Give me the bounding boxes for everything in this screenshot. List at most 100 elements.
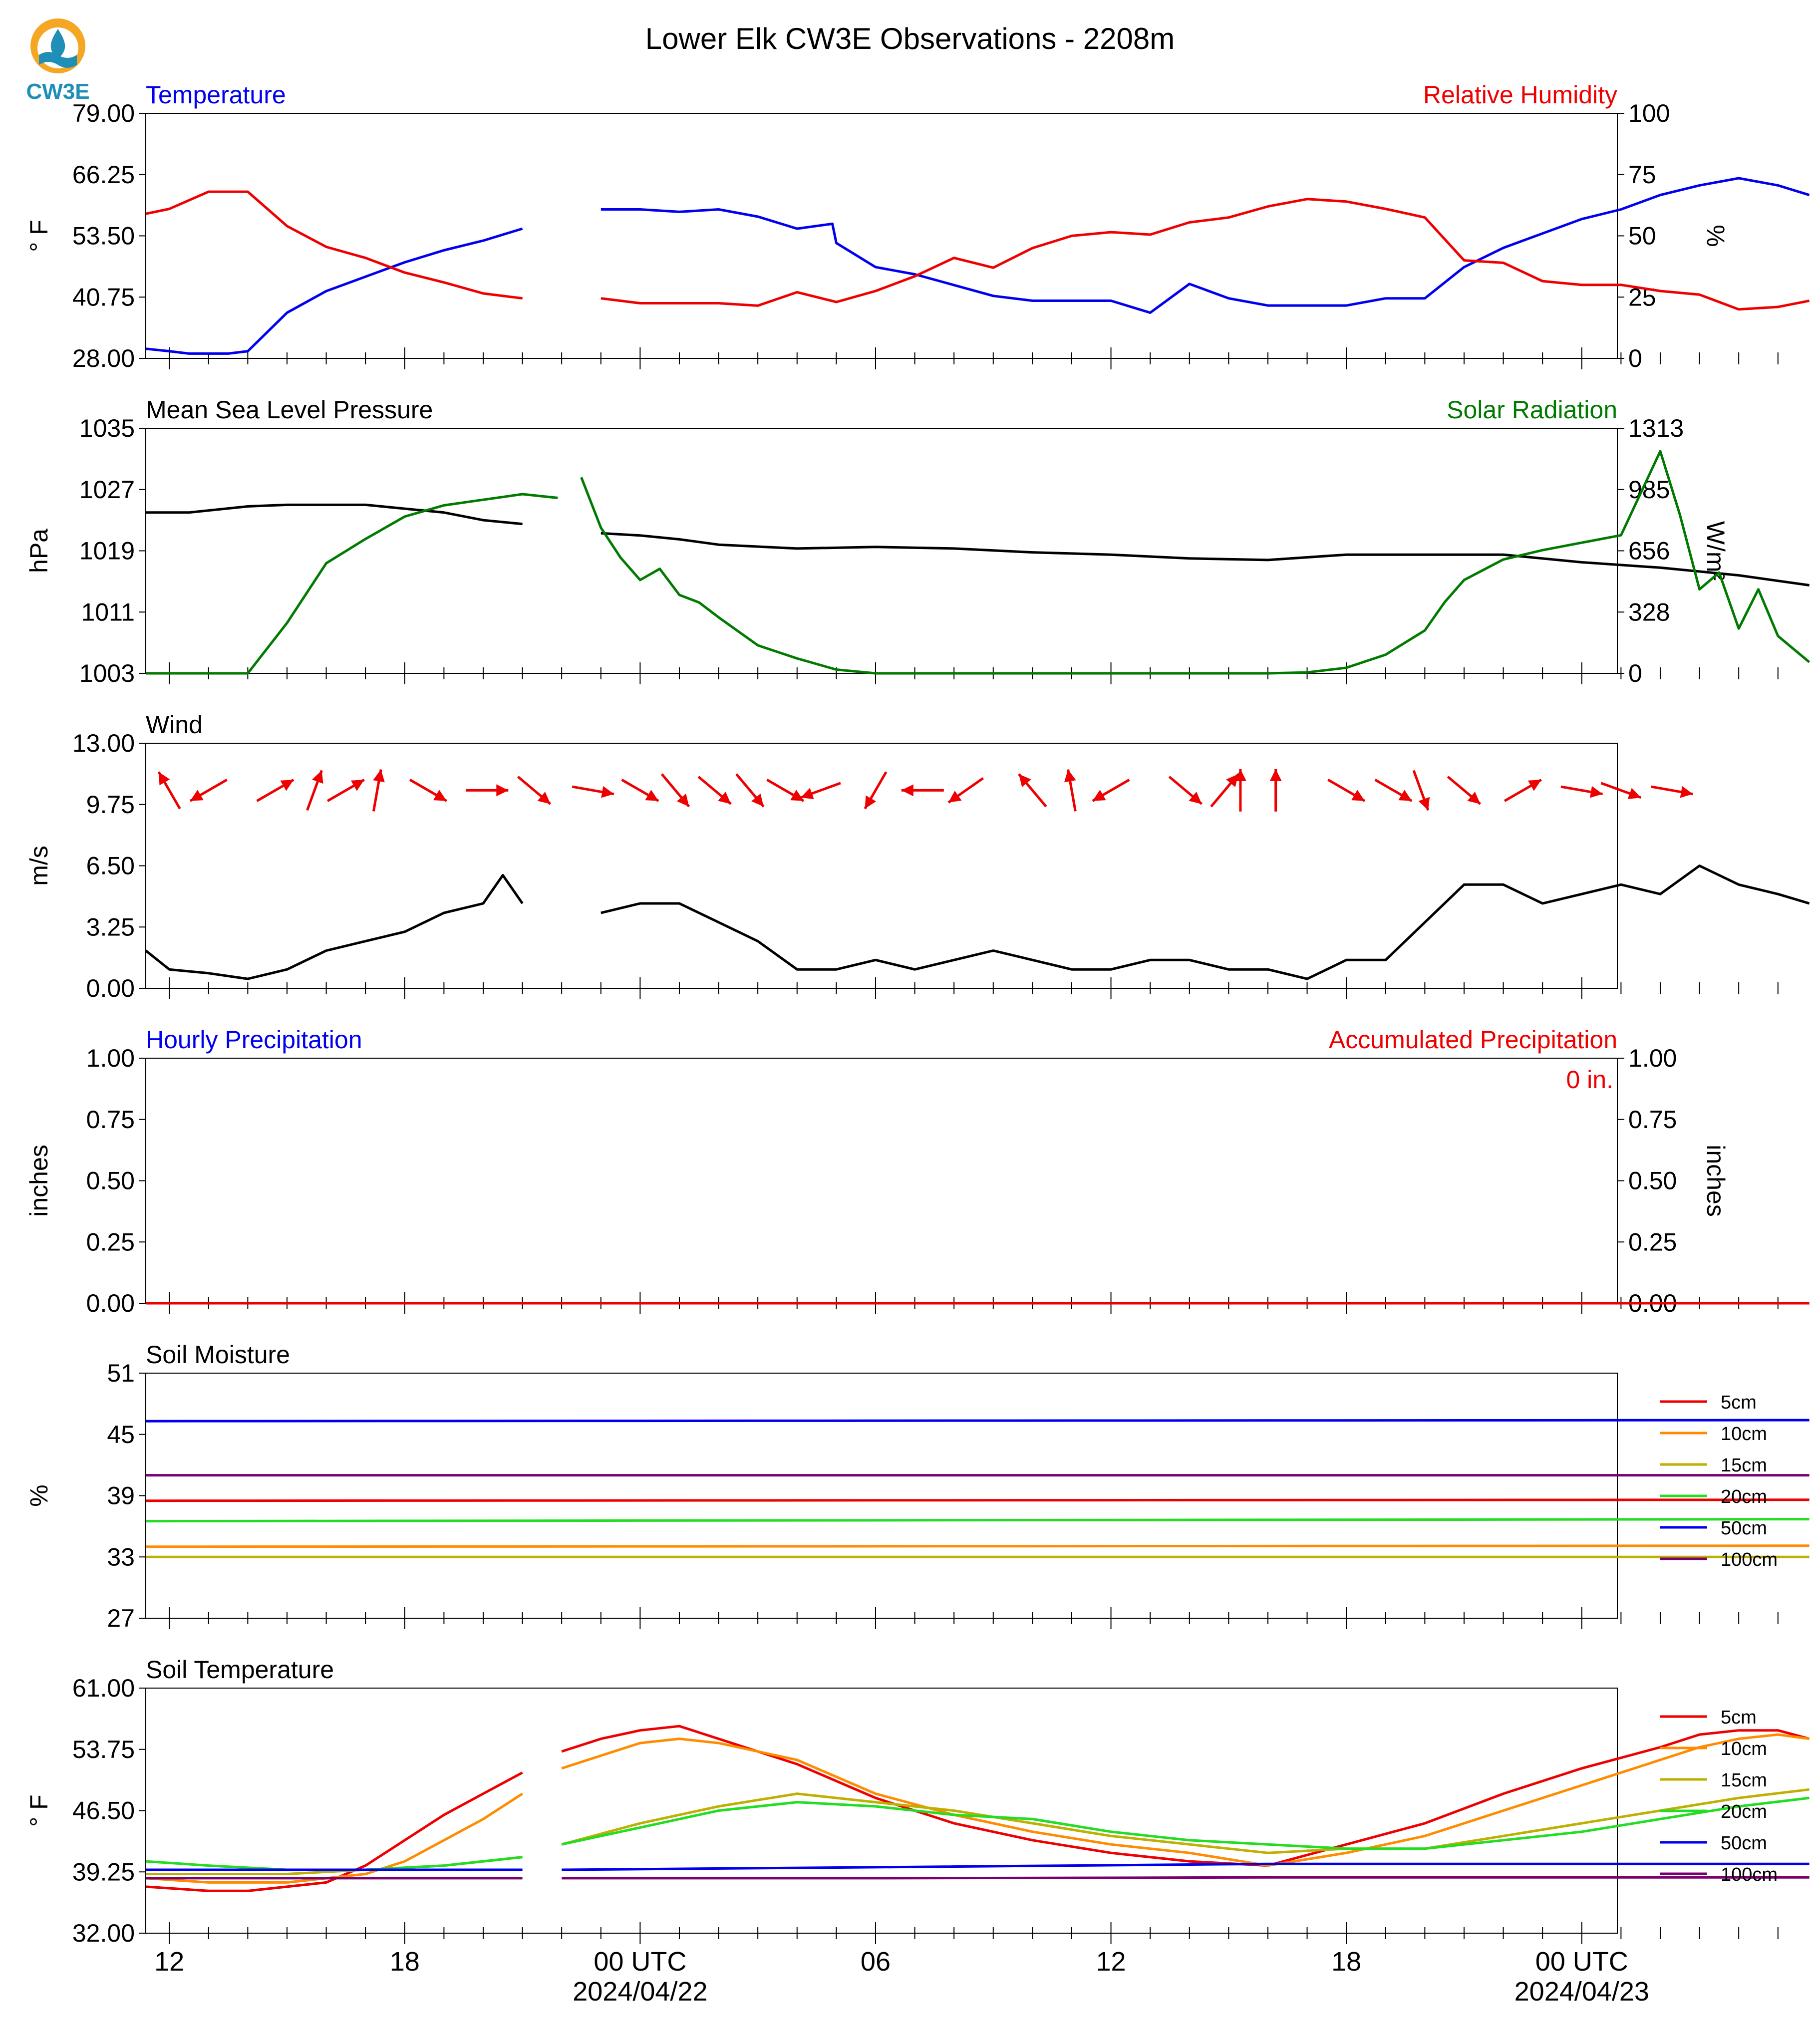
panel-6: 32.00 39.25 46.50 53.75 61.00 ° F Soil Tempera…: [25, 1656, 1810, 1947]
legend-label: 15cm: [1721, 1770, 1767, 1791]
wind-arrow: [735, 773, 765, 808]
y-axis-label-left: %: [25, 1484, 53, 1506]
wind-arrow: [800, 782, 841, 800]
y-tick-label-left: 39.25: [72, 1858, 135, 1886]
y-tick-label-left: 79.00: [72, 99, 135, 127]
plot-frame: [145, 428, 1618, 674]
y-tick-label-left: 1027: [79, 476, 135, 504]
legend-label: 10cm: [1721, 1738, 1767, 1759]
series-line-10cm: [145, 1733, 1810, 1884]
plot-frame: [145, 113, 1618, 359]
y-tick-label-left: 3.25: [86, 913, 135, 941]
y-axis-label-right: %: [1702, 225, 1730, 247]
y-tick-label-left: 51: [107, 1359, 135, 1387]
wind-arrow: [1412, 770, 1430, 811]
wind-arrow-head: [751, 793, 764, 807]
wind-arrow: [466, 784, 509, 797]
legend-label: 5cm: [1721, 1392, 1757, 1413]
wind-arrow-head: [350, 780, 364, 791]
panel-title-right: Solar Radiation: [1447, 396, 1617, 424]
y-tick-label-left: 40.75: [72, 283, 135, 311]
x-tick-label: 18: [390, 1947, 420, 1977]
y-tick-label-left: 0.00: [86, 1289, 135, 1317]
wind-arrow-head: [601, 786, 614, 798]
series-line-wind: [145, 865, 1810, 980]
wind-arrow-head: [537, 792, 551, 804]
wind-arrow: [326, 779, 365, 802]
series-line-relative-humidity: [145, 190, 1810, 311]
y-tick-label-left: 45: [107, 1421, 135, 1449]
wind-arrow: [157, 771, 181, 810]
wind-arrow-head: [158, 772, 170, 786]
y-tick-label-left: 66.25: [72, 161, 135, 189]
wind-arrow-head: [676, 793, 689, 807]
legend: 5cm 10cm 15cm 20cm 50cm 100cm: [1660, 1707, 1778, 1885]
y-tick-label-left: 32.00: [72, 1919, 135, 1947]
y-axis-label-right: inches: [1702, 1145, 1730, 1217]
x-tick-label: 00 UTC: [594, 1947, 686, 1977]
y-axis-label-left: ° F: [25, 220, 53, 252]
y-tick-label-left: 6.50: [86, 852, 135, 880]
y-tick-label-left: 27: [107, 1604, 135, 1632]
legend-label: 50cm: [1721, 1833, 1767, 1854]
wind-arrow: [864, 771, 888, 810]
wind-arrow-head: [1269, 769, 1282, 781]
wind-arrow: [1234, 769, 1246, 812]
x-tick-label: 12: [154, 1947, 184, 1977]
wind-arrow-head: [1680, 786, 1693, 798]
wind-arrow-head: [373, 769, 385, 783]
wind-arrow: [189, 779, 228, 802]
y-tick-label-left: 33: [107, 1543, 135, 1571]
wind-arrow-head: [1467, 792, 1481, 804]
y-axis-label-left: m/s: [25, 846, 53, 886]
legend-label: 100cm: [1721, 1549, 1778, 1570]
wind-arrow: [947, 777, 984, 804]
panel-title-left: Wind: [146, 711, 203, 739]
wind-arrow-head: [433, 790, 447, 801]
y-tick-label-left: 0.75: [86, 1106, 135, 1134]
panel-3: 0.00 3.25 6.50 9.75 13.00 m/s Wind: [25, 711, 1810, 1002]
panel-title-right: Accumulated Precipitation: [1329, 1026, 1617, 1054]
series-line-solar-radiation: [146, 450, 1811, 675]
series-line-50cm: [146, 1862, 1810, 1871]
wind-arrow-head: [1226, 774, 1238, 787]
panel-title-left: Hourly Precipitation: [146, 1026, 362, 1054]
wind-arrow-head: [1418, 797, 1430, 811]
x-date-label: 2024/04/23: [1515, 1977, 1649, 2007]
y-axis-label-left: ° F: [25, 1794, 53, 1826]
wind-arrow-head: [1527, 780, 1541, 791]
wind-arrow-head: [1398, 790, 1412, 801]
wind-arrow: [660, 773, 690, 808]
plot-frame: [145, 1688, 1618, 1934]
panel-title-left: Soil Moisture: [146, 1341, 290, 1369]
logo-drop-icon: [50, 29, 65, 59]
y-tick-label-right: 0: [1628, 344, 1642, 372]
wind-arrow: [1651, 785, 1693, 798]
panel-title-left: Soil Temperature: [146, 1656, 334, 1684]
panel-2: 1003 1011 1019 1027 1035 0 328 656 985 1313 hPa W/m…: [25, 396, 1811, 687]
wind-arrow: [1504, 779, 1542, 802]
legend-label: 20cm: [1721, 1486, 1767, 1507]
panel-title-right: Relative Humidity: [1423, 81, 1617, 109]
panel-4: 0.000.250.500.751.000.000.250.500.751.00…: [25, 1026, 1810, 1317]
y-tick-label-left: 9.75: [86, 791, 135, 819]
plot-frame: [145, 1373, 1618, 1619]
y-tick-label-left: 0.50: [86, 1167, 135, 1195]
y-tick-label-right: 0.75: [1628, 1106, 1677, 1134]
series-line-mean-sea-level-pressure: [146, 503, 1810, 586]
wind-arrow: [1018, 773, 1047, 808]
cw3e-logo: CW3E: [26, 18, 90, 104]
y-axis-label-left: inches: [25, 1145, 53, 1217]
series-line-5cm: [145, 1725, 1810, 1892]
wind-arrow-head: [1589, 786, 1603, 798]
wind-arrow: [621, 779, 659, 802]
y-tick-label-left: 1003: [79, 659, 135, 687]
wind-arrow-head: [312, 770, 323, 784]
x-date-label: 2024/04/22: [573, 1977, 707, 2007]
wind-arrow: [1168, 776, 1203, 805]
wind-arrow: [766, 779, 805, 802]
series-line-5cm: [145, 1498, 1810, 1502]
y-tick-label-left: 53.75: [72, 1736, 135, 1763]
